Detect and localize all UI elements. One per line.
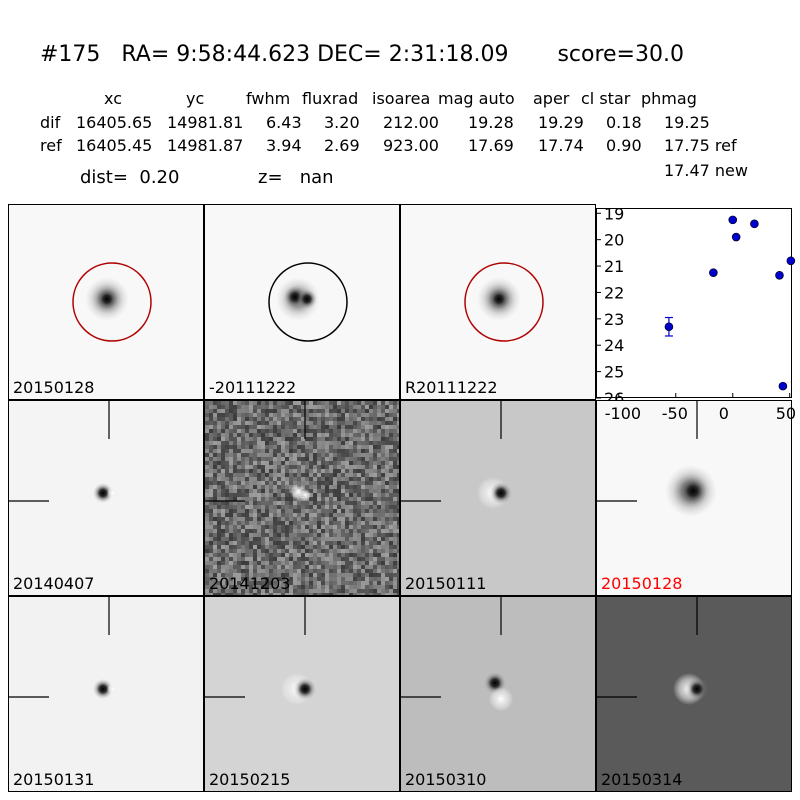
- table-cell: 19.28: [468, 113, 514, 132]
- column-header: cl star: [581, 89, 631, 108]
- row-name: dif: [40, 113, 61, 132]
- panel-image: [205, 597, 316, 705]
- table-cell: 6.43: [266, 113, 302, 132]
- z-value: z= nan: [258, 167, 334, 188]
- panel-image: [268, 262, 348, 342]
- data-point: [664, 322, 674, 332]
- panel-image: [9, 401, 119, 503]
- column-header: fluxrad: [302, 89, 359, 108]
- column-header: yc: [186, 89, 205, 108]
- panel-image: [205, 401, 399, 595]
- panel-date-label: 20150111: [405, 574, 487, 593]
- panel-date-label: 20140407: [13, 574, 95, 593]
- image-panel: -20111222: [204, 204, 400, 400]
- column-header: phmag: [641, 89, 697, 108]
- panel-date-label: 20150131: [13, 770, 95, 789]
- column-header: isoarea: [372, 89, 431, 108]
- light-curve-chart: 19 20 21 22 23 24 25 26: [596, 204, 796, 408]
- table-cell: 16405.45: [76, 136, 153, 155]
- data-point: [750, 219, 759, 229]
- table-cell: 14981.81: [167, 113, 244, 132]
- x-tick-label: -100: [604, 404, 642, 423]
- image-panel: 20141203: [204, 400, 400, 596]
- y-tick-label: 21: [604, 257, 624, 276]
- column-header: fwhm: [246, 89, 291, 108]
- table-cell: 0.90: [606, 136, 642, 155]
- image-panel: 20150131: [8, 596, 204, 792]
- x-tick-label: 0: [718, 404, 729, 423]
- panel-image: [401, 597, 513, 711]
- x-tick-label: -50: [661, 404, 688, 423]
- plot-frame: [596, 208, 792, 398]
- data-point: [778, 381, 788, 391]
- table-cell: 3.20: [324, 113, 360, 132]
- panel-image: [9, 597, 119, 699]
- table-cell: 17.75 ref: [664, 136, 737, 155]
- table-cell: 212.00: [383, 113, 439, 132]
- column-header: aper: [533, 89, 570, 108]
- image-panel: 20150215: [204, 596, 400, 792]
- table-cell: 923.00: [383, 136, 439, 155]
- y-tick-label: 25: [604, 363, 624, 382]
- image-panel: 20150111: [400, 400, 596, 596]
- panel-date-label: 20141203: [209, 574, 291, 593]
- y-tick-label: 23: [604, 310, 624, 329]
- light-curve-svg: 19 20 21 22 23 24 25 26: [596, 204, 796, 408]
- table-cell: 14981.87: [167, 136, 244, 155]
- image-panel: R20111222: [400, 204, 596, 400]
- table-cell: 17.69: [468, 136, 514, 155]
- panel-date-label: 20150310: [405, 770, 487, 789]
- phmag-new: 17.47 new: [664, 161, 748, 180]
- panel-date-label: 20150215: [209, 770, 291, 789]
- table-cell: 19.29: [538, 113, 584, 132]
- y-tick-label: 20: [604, 231, 624, 250]
- panel-date-label: 20150128: [13, 378, 95, 397]
- image-panel: 20140407: [8, 400, 204, 596]
- data-point: [786, 256, 796, 266]
- column-header: xc: [104, 89, 122, 108]
- y-tick-label: 24: [604, 336, 624, 355]
- data-point: [775, 270, 784, 280]
- table-cell: 16405.65: [76, 113, 153, 132]
- image-panel: 20150314: [596, 596, 792, 792]
- image-panel: 20150310: [400, 596, 596, 792]
- data-point: [709, 268, 718, 277]
- panel-image: [597, 597, 708, 705]
- panel-image: [597, 401, 717, 517]
- y-tick-label: 22: [604, 283, 624, 302]
- data-point: [731, 232, 741, 242]
- panel-image: [401, 401, 512, 509]
- table-cell: 19.25: [664, 113, 710, 132]
- table-cell: 3.94: [266, 136, 302, 155]
- table-cell: 17.74: [538, 136, 584, 155]
- panel-image: [72, 262, 152, 342]
- y-tick-label: 19: [604, 204, 624, 223]
- data-point: [728, 215, 738, 225]
- panel-date-label: 20150314: [601, 770, 683, 789]
- panel-image: [464, 262, 544, 342]
- column-header: mag auto: [438, 89, 515, 108]
- panel-date-label: R20111222: [405, 378, 498, 397]
- panel-date-label: -20111222: [209, 378, 297, 397]
- dist-value: dist= 0.20: [80, 167, 180, 188]
- x-tick-label: 50: [775, 404, 797, 423]
- image-panel: 20150128: [8, 204, 204, 400]
- table-cell: 0.18: [606, 113, 642, 132]
- table-cell: 2.69: [324, 136, 360, 155]
- image-panel: 20150128: [596, 400, 792, 596]
- row-name: ref: [40, 136, 62, 155]
- panel-date-label: 20150128: [601, 574, 683, 593]
- y-tick-label: 26: [604, 389, 624, 400]
- page-title: #175 RA= 9:58:44.623 DEC= 2:31:18.09 sco…: [40, 42, 684, 67]
